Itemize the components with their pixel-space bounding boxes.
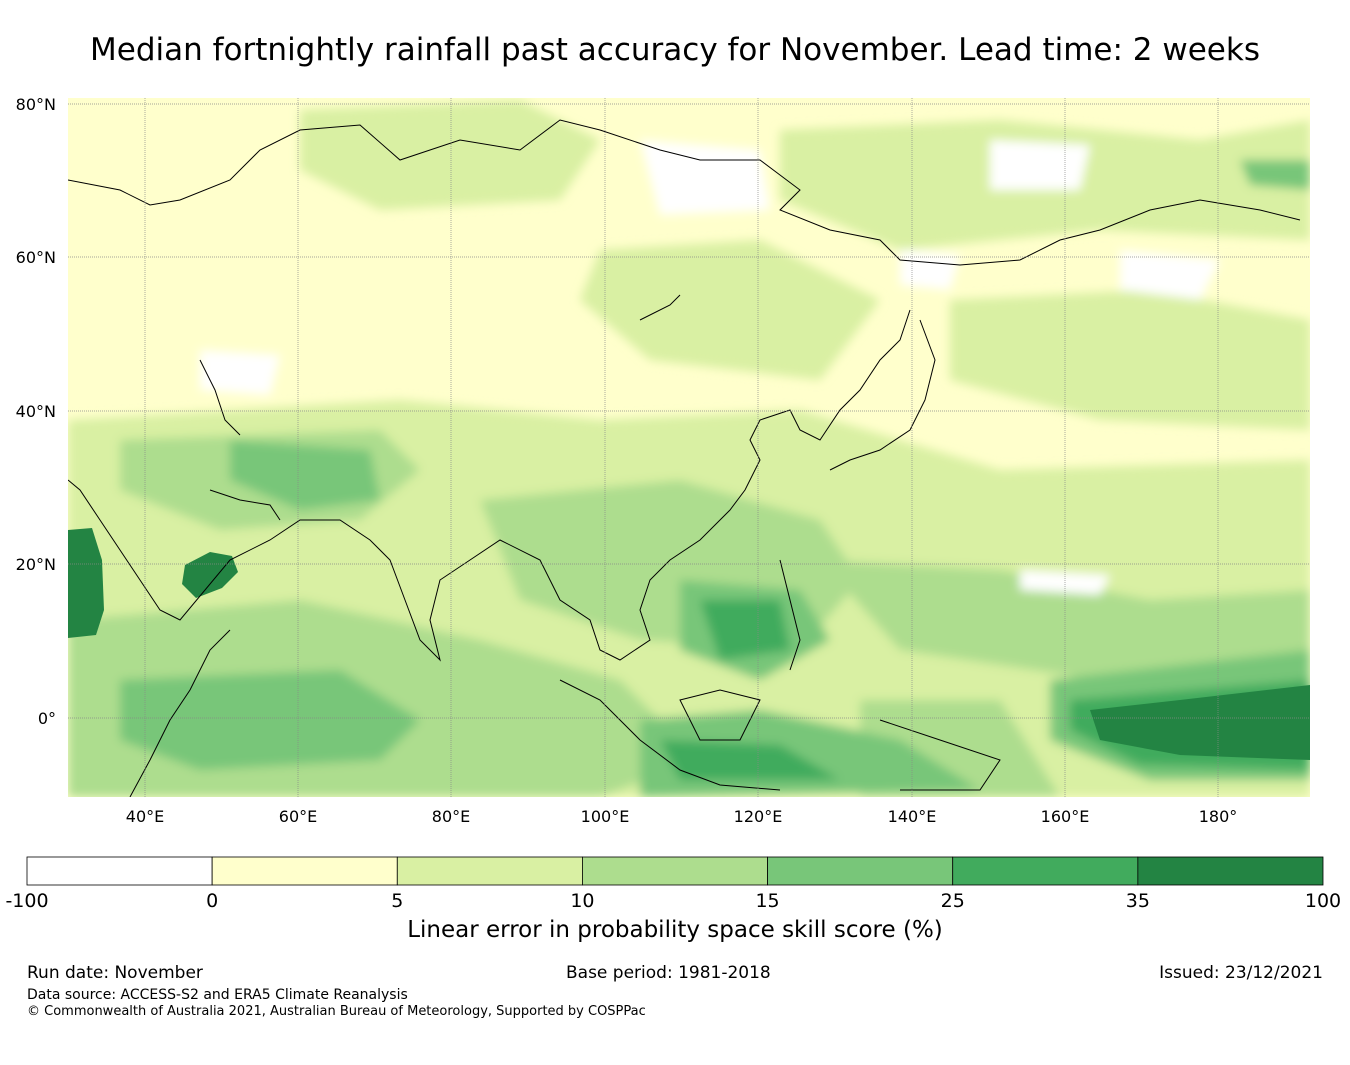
lon-label-40e: 40°E xyxy=(126,807,164,826)
colorbar-tick-0: -100 xyxy=(5,890,48,912)
colorbar-box-0 xyxy=(26,856,213,886)
colorbar-boxes xyxy=(26,856,1324,886)
run-date: Run date: November xyxy=(27,963,203,983)
colorbar-label: Linear error in probability space skill … xyxy=(407,917,943,943)
colorbar-box-5 xyxy=(952,856,1139,886)
skill-score-map: 80°N 60°N 40°N 20°N 0° 40°E 60°E 80°E 10… xyxy=(16,95,1310,826)
colorbar-tick-4: 15 xyxy=(755,890,779,912)
copyright: © Commonwealth of Australia 2021, Austra… xyxy=(27,1004,646,1019)
colorbar-tick-3: 10 xyxy=(570,890,594,912)
colorbar-box-4 xyxy=(767,856,954,886)
lat-label-0: 0° xyxy=(38,709,56,728)
lon-label-120e: 120°E xyxy=(734,807,783,826)
colorbar-box-1 xyxy=(211,856,398,886)
lon-label-100e: 100°E xyxy=(581,807,630,826)
colorbar: -100 0 5 10 15 25 35 100 xyxy=(5,856,1341,912)
colorbar-box-3 xyxy=(582,856,768,886)
colorbar-tick-7: 100 xyxy=(1305,890,1341,912)
colorbar-tick-1: 0 xyxy=(206,890,218,912)
lon-label-80e: 80°E xyxy=(432,807,470,826)
colorbar-tick-6: 35 xyxy=(1126,890,1150,912)
colorbar-tick-5: 25 xyxy=(941,890,965,912)
lat-label-20n: 20°N xyxy=(16,555,56,574)
lon-label-140e: 140°E xyxy=(888,807,937,826)
colorbar-tick-2: 5 xyxy=(391,890,403,912)
shaded-field xyxy=(68,98,1310,797)
colorbar-ticks: -100 0 5 10 15 25 35 100 xyxy=(5,890,1341,912)
lon-label-180: 180° xyxy=(1199,807,1238,826)
lat-label-60n: 60°N xyxy=(16,248,56,267)
colorbar-box-2 xyxy=(396,856,583,886)
issued-date: Issued: 23/12/2021 xyxy=(1159,963,1323,983)
lat-label-80n: 80°N xyxy=(16,95,56,114)
base-period: Base period: 1981-2018 xyxy=(566,963,771,983)
lat-label-40n: 40°N xyxy=(16,402,56,421)
lon-label-160e: 160°E xyxy=(1041,807,1090,826)
map-title: Median fortnightly rainfall past accurac… xyxy=(90,32,1260,68)
lon-label-60e: 60°E xyxy=(279,807,317,826)
data-source: Data source: ACCESS-S2 and ERA5 Climate … xyxy=(27,987,408,1003)
colorbar-box-6 xyxy=(1137,856,1324,886)
